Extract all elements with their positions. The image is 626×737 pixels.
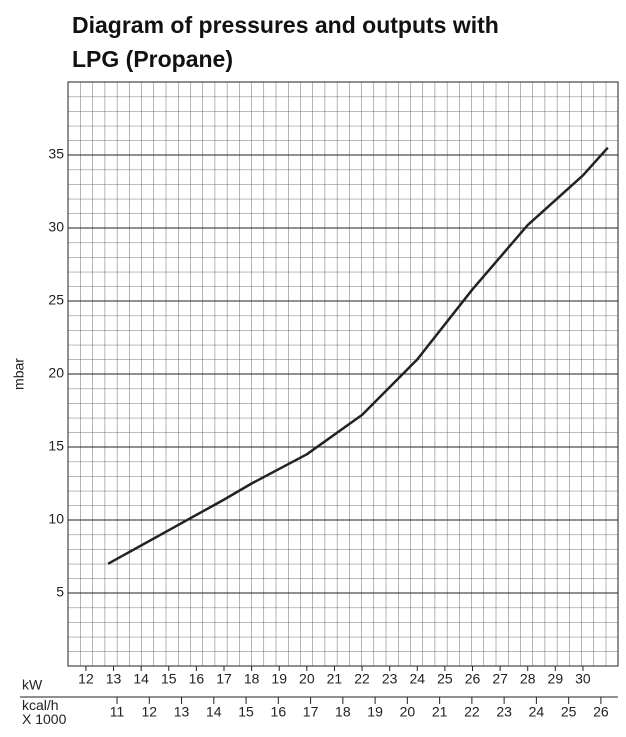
x-tick-label: 12 (78, 671, 94, 687)
x-tick-label: 27 (492, 671, 508, 687)
y-tick-label: 35 (48, 146, 64, 162)
x2-tick-label: 18 (335, 704, 351, 720)
x2-tick-label: 17 (303, 704, 319, 720)
x-tick-label: 17 (216, 671, 232, 687)
x-tick-label: 15 (161, 671, 177, 687)
x2-tick-label: 11 (110, 704, 125, 720)
data-line (107, 146, 609, 565)
x2-tick-label: 25 (561, 704, 577, 720)
x2-tick-label: 19 (367, 704, 383, 720)
x2-tick-label: 26 (593, 704, 609, 720)
x2-tick-label: 14 (206, 704, 222, 720)
x-tick-label: 23 (382, 671, 398, 687)
x-axis-label: kW (22, 677, 43, 693)
x2-tick-label: 23 (496, 704, 512, 720)
x2-tick-label: 22 (464, 704, 480, 720)
y-tick-label: 10 (48, 511, 64, 527)
x2-tick-label: 13 (174, 704, 190, 720)
x-tick-label: 18 (244, 671, 260, 687)
x-tick-label: 22 (354, 671, 370, 687)
x-tick-label: 24 (409, 671, 425, 687)
x-tick-label: 14 (133, 671, 149, 687)
x-tick-label: 26 (465, 671, 481, 687)
x-tick-label: 13 (106, 671, 122, 687)
x-tick-label: 21 (327, 671, 343, 687)
x2-tick-label: 15 (238, 704, 254, 720)
x-tick-label: 19 (271, 671, 287, 687)
x2-tick-label: 16 (271, 704, 287, 720)
x-tick-label: 20 (299, 671, 315, 687)
x-tick-label: 28 (520, 671, 536, 687)
y-axis-label: mbar (11, 358, 27, 390)
y-tick-label: 15 (48, 438, 64, 454)
x2-axis-label: kcal/h X 1000 (22, 697, 67, 727)
x2-tick-label: 12 (142, 704, 158, 720)
x-tick-label: 16 (189, 671, 205, 687)
y-tick-label: 25 (48, 292, 64, 308)
x2-tick-label: 24 (529, 704, 545, 720)
x2-tick-label: 20 (400, 704, 416, 720)
y-tick-label: 5 (56, 584, 64, 600)
x-tick-label: 25 (437, 671, 453, 687)
x-tick-label: 30 (575, 671, 591, 687)
x2-tick-label: 21 (432, 704, 448, 720)
chart-title: Diagram of pressures and outputs with LP… (72, 12, 499, 72)
y-tick-label: 30 (48, 219, 64, 235)
x-tick-label: 29 (548, 671, 564, 687)
y-tick-label: 20 (48, 365, 64, 381)
